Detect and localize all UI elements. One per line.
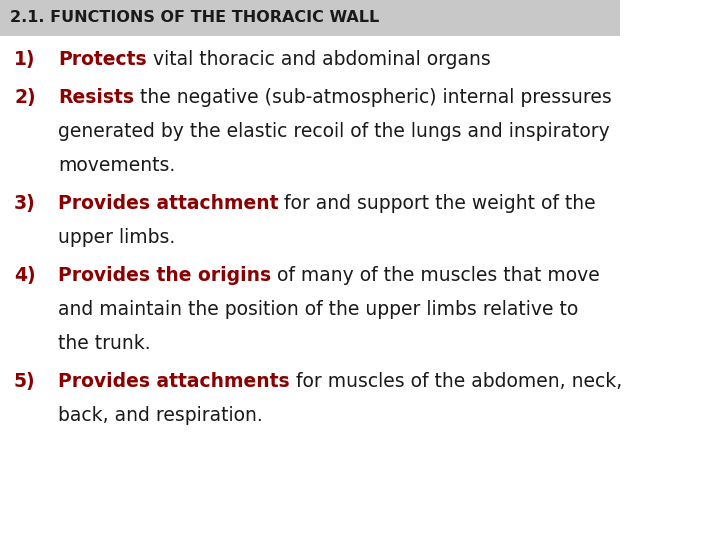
Text: vital thoracic and abdominal organs: vital thoracic and abdominal organs — [147, 50, 490, 69]
Text: 5): 5) — [14, 372, 35, 391]
Text: movements.: movements. — [58, 156, 175, 175]
Text: generated by the elastic recoil of the lungs and inspiratory: generated by the elastic recoil of the l… — [58, 122, 610, 141]
Text: 4): 4) — [14, 266, 35, 285]
Text: the negative (sub-atmospheric) internal pressures: the negative (sub-atmospheric) internal … — [134, 88, 612, 107]
Text: the trunk.: the trunk. — [58, 334, 150, 353]
Text: and maintain the position of the upper limbs relative to: and maintain the position of the upper l… — [58, 300, 578, 319]
Text: Provides attachments: Provides attachments — [58, 372, 289, 391]
Text: 1): 1) — [14, 50, 35, 69]
Text: Provides the origins: Provides the origins — [58, 266, 271, 285]
Text: of many of the muscles that move: of many of the muscles that move — [271, 266, 600, 285]
Text: upper limbs.: upper limbs. — [58, 228, 175, 247]
Text: Provides attachment: Provides attachment — [58, 194, 279, 213]
Bar — [0, 0, 620, 36]
Text: Protects: Protects — [58, 50, 147, 69]
Text: 2): 2) — [14, 88, 35, 107]
Text: for muscles of the abdomen, neck,: for muscles of the abdomen, neck, — [289, 372, 622, 391]
Text: 2.1. FUNCTIONS OF THE THORACIC WALL: 2.1. FUNCTIONS OF THE THORACIC WALL — [10, 10, 379, 25]
Text: Resists: Resists — [58, 88, 134, 107]
Text: for and support the weight of the: for and support the weight of the — [279, 194, 596, 213]
Text: back, and respiration.: back, and respiration. — [58, 406, 263, 425]
Text: 3): 3) — [14, 194, 36, 213]
